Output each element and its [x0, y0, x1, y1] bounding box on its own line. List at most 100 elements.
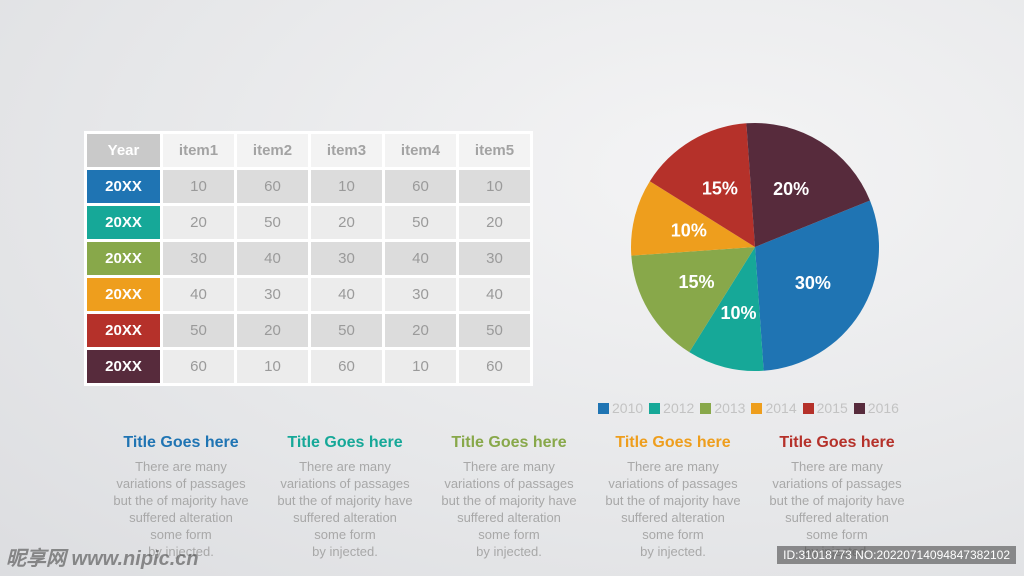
- table-cell: 50: [237, 206, 308, 239]
- table-row: 20XX 30 40 30 40 30: [87, 242, 530, 275]
- legend-swatch: [853, 402, 865, 414]
- table-cell: 10: [459, 170, 530, 203]
- pie-slice-2016: [746, 123, 870, 247]
- block-text-line: by injected.: [476, 544, 542, 559]
- block-text: There are many variations of passages but …: [427, 458, 591, 560]
- title-block: Title Goes here There are many variations …: [591, 434, 755, 560]
- table-cell: 60: [311, 350, 382, 383]
- block-text-line: There are many: [791, 459, 883, 474]
- pie-slice-2013: [631, 247, 755, 353]
- pie-chart: 30%10%15%10%15% 20%: [631, 123, 879, 371]
- watermark-id: ID:31018773 NO:20220714094847382102: [777, 546, 1016, 564]
- block-text-line: variations of passages: [772, 476, 902, 491]
- block-text-line: variations of passages: [608, 476, 738, 491]
- block-text-line: There are many: [299, 459, 391, 474]
- year-cell: 20XX: [87, 242, 160, 275]
- table-cell: 30: [163, 242, 234, 275]
- pie-slice-2012: [689, 247, 764, 371]
- legend-item-2010: 2010: [598, 400, 643, 416]
- legend-swatch: [598, 402, 609, 414]
- legend-label: 2014: [765, 400, 797, 416]
- block-text-line: but the of majority have: [605, 493, 741, 508]
- table-cell: 20: [311, 206, 382, 239]
- block-text-line: some form: [642, 527, 704, 542]
- title-block: Title Goes here There are many variations …: [427, 434, 591, 560]
- table-header: Year: [87, 134, 160, 167]
- table-header-row: Year item1 item2 item3 item4 item5: [87, 134, 530, 167]
- block-text-line: suffered alteration: [785, 510, 889, 525]
- table-row: 20XX 40 30 40 30 40: [87, 278, 530, 311]
- table-cell: 40: [459, 278, 530, 311]
- block-text-line: variations of passages: [280, 476, 410, 491]
- table-cell: 10: [163, 170, 234, 203]
- table-cell: 30: [237, 278, 308, 311]
- pie-legend: 2010 2012 2013 2014 2015 2016: [598, 400, 899, 416]
- block-text-line: There are many: [135, 459, 227, 474]
- table-cell: 40: [237, 242, 308, 275]
- block-text-line: suffered alteration: [621, 510, 725, 525]
- table-cell: 20: [459, 206, 530, 239]
- legend-label: 2010: [612, 400, 644, 416]
- legend-label: 2012: [663, 400, 695, 416]
- block-title: Title Goes here: [451, 434, 567, 451]
- title-blocks: Title Goes here There are many variations …: [99, 434, 919, 560]
- legend-item-2014: 2014: [751, 400, 797, 416]
- legend-label: 2015: [816, 400, 848, 416]
- block-text-line: by injected.: [640, 544, 706, 559]
- table-cell: 20: [385, 314, 456, 347]
- table-header: item5: [459, 134, 530, 167]
- block-text-line: suffered alteration: [293, 510, 397, 525]
- block-title: Title Goes here: [779, 434, 895, 451]
- pie-label-2013: 15%: [679, 272, 715, 292]
- title-block: Title Goes here There are many variations …: [755, 434, 919, 560]
- table-cell: 60: [237, 170, 308, 203]
- pie-slice-2010: [755, 200, 879, 371]
- block-text-line: by injected.: [312, 544, 378, 559]
- year-cell: 20XX: [87, 278, 160, 311]
- table-cell: 10: [237, 350, 308, 383]
- legend-label: 2013: [714, 400, 746, 416]
- block-text-line: There are many: [627, 459, 719, 474]
- table-row: 20XX 50 20 50 20 50: [87, 314, 530, 347]
- table-cell: 20: [237, 314, 308, 347]
- table-cell: 40: [385, 242, 456, 275]
- table-cell: 30: [311, 242, 382, 275]
- table-cell: 20: [163, 206, 234, 239]
- block-text-line: suffered alteration: [129, 510, 233, 525]
- year-cell: 20XX: [87, 170, 160, 203]
- block-text-line: but the of majority have: [113, 493, 249, 508]
- block-text-line: variations of passages: [444, 476, 574, 491]
- block-text-line: but the of majority have: [769, 493, 905, 508]
- legend-item-2012: 2012: [649, 400, 694, 416]
- pie-label-2015: 15%: [702, 179, 738, 199]
- table-cell: 40: [163, 278, 234, 311]
- legend-label: 2016: [867, 400, 899, 416]
- block-text-line: some form: [150, 527, 212, 542]
- table-cell: 60: [163, 350, 234, 383]
- title-block: Title Goes here There are many variations …: [99, 434, 263, 560]
- legend-swatch: [649, 402, 661, 414]
- pie-label-2010: 30%: [795, 273, 831, 293]
- legend-item-2016: 2016: [853, 400, 899, 416]
- table-row: 20XX 10 60 10 60 10: [87, 170, 530, 203]
- block-title: Title Goes here: [287, 434, 403, 451]
- table-header: item2: [237, 134, 308, 167]
- table-header: item4: [385, 134, 456, 167]
- table-cell: 50: [163, 314, 234, 347]
- table-header: item3: [311, 134, 382, 167]
- table-cell: 10: [311, 170, 382, 203]
- table-cell: 30: [385, 278, 456, 311]
- year-cell: 20XX: [87, 206, 160, 239]
- block-text-line: some form: [806, 527, 868, 542]
- block-text: There are many variations of passages but …: [263, 458, 427, 560]
- table-cell: 50: [311, 314, 382, 347]
- block-text: There are many variations of passages but …: [755, 458, 919, 560]
- pie-label-2016: 20%: [773, 179, 809, 199]
- block-text-line: but the of majority have: [441, 493, 577, 508]
- block-title: Title Goes here: [615, 434, 731, 451]
- table-cell: 60: [385, 170, 456, 203]
- table-cell: 50: [385, 206, 456, 239]
- block-text-line: variations of passages: [116, 476, 246, 491]
- year-cell: 20XX: [87, 350, 160, 383]
- title-block: Title Goes here There are many variations …: [263, 434, 427, 560]
